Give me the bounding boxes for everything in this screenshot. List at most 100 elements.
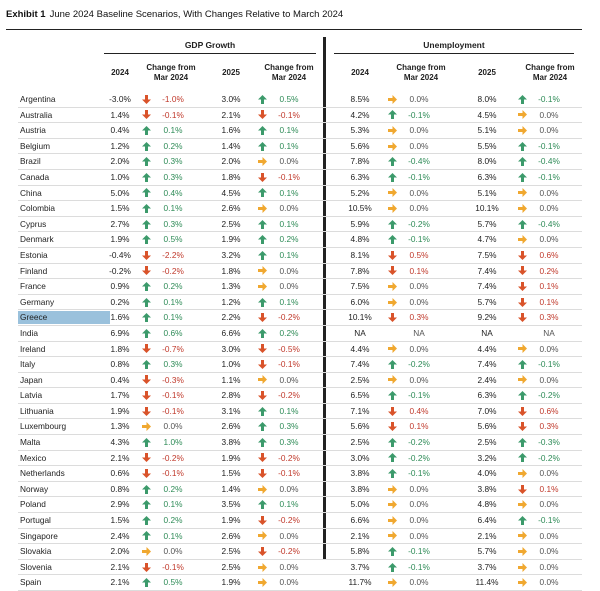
change-u24c: 0.0% — [388, 92, 454, 107]
value-u24: 3.7% — [350, 561, 370, 572]
change-value: -0.4% — [408, 156, 430, 167]
change-value: -0.2% — [408, 452, 430, 463]
value-g24: 5.0% — [110, 187, 130, 198]
change-value: 1.0% — [163, 437, 183, 448]
change-value: 0.2% — [539, 265, 559, 276]
change-value: 0.6% — [163, 327, 183, 338]
arrow-flat-icon — [518, 344, 527, 354]
change-value: -0.1% — [408, 171, 430, 182]
change-value: 0.1% — [539, 296, 559, 307]
change-g24c: 0.2% — [142, 482, 200, 497]
change-value: -0.2% — [162, 452, 184, 463]
change-g24c: 0.1% — [142, 201, 200, 216]
arrow-up-icon — [388, 562, 397, 572]
change-value: 0.1% — [279, 249, 299, 260]
change-u24c: 0.0% — [388, 373, 454, 388]
value-u25: 8.0% — [477, 156, 497, 167]
change-u24c: 0.0% — [388, 482, 454, 497]
change-g24c: 0.3% — [142, 217, 200, 232]
change-value: -0.5% — [278, 343, 300, 354]
value-u25: 9.2% — [477, 312, 497, 323]
country-name: Colombia — [20, 203, 56, 214]
change-value: -0.1% — [162, 561, 184, 572]
arrow-up-icon — [388, 437, 397, 447]
value-u24: 8.1% — [350, 249, 370, 260]
change-u25c: NA — [518, 326, 582, 341]
group-rule-gdp — [104, 53, 316, 54]
arrow-down-icon — [258, 391, 267, 401]
change-value: NA — [543, 327, 555, 338]
change-value: -0.1% — [408, 390, 430, 401]
change-value: 0.0% — [539, 343, 559, 354]
country-name: Luxembourg — [20, 421, 67, 432]
change-u25c: -0.1% — [518, 170, 582, 185]
change-g25c: 0.2% — [258, 232, 320, 247]
table-row: France 0.9% 0.2% 1.3% 0.0% 7.5% 0.0% 7.4% 0.1% — [18, 279, 582, 295]
value-g25: 1.5% — [221, 468, 241, 479]
change-u25c: 0.1% — [518, 482, 582, 497]
value-u24: 2.5% — [350, 437, 370, 448]
change-u25c: -0.1% — [518, 513, 582, 528]
arrow-flat-icon — [518, 547, 527, 557]
arrow-up-icon — [142, 500, 151, 510]
value-u25: 5.5% — [477, 140, 497, 151]
arrow-up-icon — [388, 219, 397, 229]
change-value: 0.3% — [539, 421, 559, 432]
arrow-down-icon — [142, 110, 151, 120]
change-g25c: 0.2% — [258, 326, 320, 341]
change-value: 0.0% — [409, 187, 429, 198]
arrow-down-icon — [258, 515, 267, 525]
change-value: 0.1% — [539, 281, 559, 292]
change-value: -0.2% — [278, 546, 300, 557]
change-u24c: 0.4% — [388, 404, 454, 419]
arrow-down-icon — [258, 547, 267, 557]
change-u24c: -0.2% — [388, 435, 454, 450]
arrow-down-icon — [388, 313, 397, 323]
value-u25: 4.4% — [477, 343, 497, 354]
value-u24: 7.5% — [350, 281, 370, 292]
value-u24: NA — [354, 327, 366, 338]
change-u24c: 0.3% — [388, 310, 454, 325]
arrow-up-icon — [258, 94, 267, 104]
change-value: -0.1% — [162, 390, 184, 401]
arrow-flat-icon — [388, 500, 397, 510]
country-name: Canada — [20, 171, 50, 182]
change-g24c: 0.0% — [142, 419, 200, 434]
value-g25: 2.1% — [221, 109, 241, 120]
change-value: -0.2% — [538, 452, 560, 463]
group-header-gdp: GDP Growth — [184, 40, 236, 50]
group-header-unemployment: Unemployment — [423, 40, 485, 50]
change-value: 0.0% — [279, 203, 299, 214]
arrow-flat-icon — [258, 531, 267, 541]
country-name: Mexico — [20, 452, 47, 463]
table-row: India 6.9% 0.6% 6.6% 0.2% NA NA NA NA — [18, 326, 582, 342]
arrow-flat-icon — [388, 578, 397, 588]
arrow-up-icon — [388, 110, 397, 120]
country-name: Slovakia — [20, 546, 52, 557]
arrow-down-icon — [518, 313, 527, 323]
value-u25: 8.0% — [477, 94, 497, 104]
arrow-up-icon — [388, 359, 397, 369]
change-g25c: 0.1% — [258, 186, 320, 201]
change-value: -0.1% — [278, 109, 300, 120]
value-g24: 1.0% — [110, 171, 130, 182]
arrow-down-icon — [142, 344, 151, 354]
value-u25: 5.7% — [477, 296, 497, 307]
value-g24: 0.4% — [110, 374, 130, 385]
change-u25c: -0.4% — [518, 217, 582, 232]
value-u25: 6.3% — [477, 171, 497, 182]
change-value: 0.1% — [279, 499, 299, 510]
change-value: 0.1% — [279, 125, 299, 136]
value-g24: 0.8% — [110, 359, 130, 370]
change-value: 0.5% — [279, 94, 299, 104]
exhibit-title-text: June 2024 Baseline Scenarios, With Chang… — [49, 9, 344, 20]
arrow-flat-icon — [518, 235, 527, 245]
value-u25: 4.8% — [477, 499, 497, 510]
arrow-up-icon — [258, 406, 267, 416]
value-g24: 2.0% — [110, 546, 130, 557]
change-g25c: 0.5% — [258, 92, 320, 107]
change-value: 0.0% — [279, 577, 299, 588]
country-name: Malta — [20, 437, 41, 448]
arrow-flat-icon — [518, 375, 527, 385]
country-name: India — [20, 327, 38, 338]
